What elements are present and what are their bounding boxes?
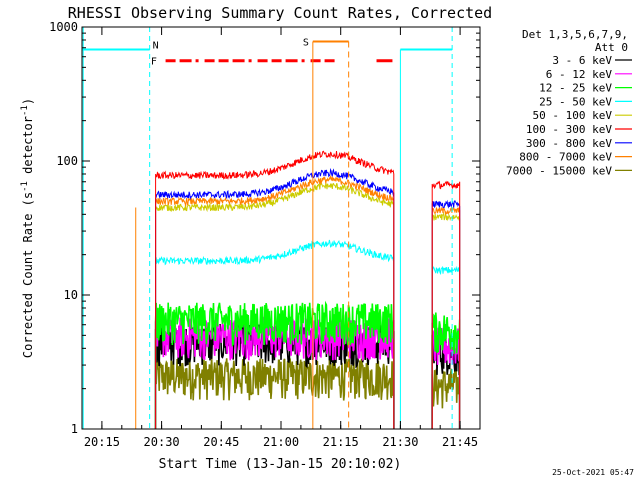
series-path [155,150,395,429]
legend-header: Det 1,3,5,6,7,9, [522,28,628,41]
x-tick-label: 21:45 [442,435,478,449]
x-tick-label: 20:30 [144,435,180,449]
series-path [155,182,395,429]
chart-title: RHESSI Observing Summary Count Rates, Co… [68,4,492,22]
series-line [154,300,461,429]
y-tick-label: 1000 [49,20,78,34]
y-tick-label: 100 [56,154,78,168]
series-line [155,174,461,429]
flare-flag-label: F [151,57,157,68]
series-path [154,300,395,429]
series-line [154,358,461,429]
y-axis-ticks: 1 10 100 1000 [49,20,480,436]
saa-flag-label: S [303,37,309,48]
legend-label: 6 - 12 keV [546,68,613,81]
x-tick-label: 20:45 [203,435,239,449]
series-line [155,167,461,429]
x-tick-label: 21:30 [382,435,418,449]
series-path [431,367,461,429]
y-axis-label-mid: detector [21,116,35,181]
series-path [154,358,395,429]
y-axis-label-exp2: -1 [20,105,30,116]
x-axis-label: Start Time (13-Jan-15 20:10:02) [159,457,402,472]
legend-label: 300 - 800 keV [526,137,612,150]
x-tick-label: 21:15 [323,435,359,449]
footer-timestamp: 25-Oct-2021 05:47 [552,468,634,477]
svg-text:Corrected Count Rate (s-1 dete: Corrected Count Rate (s-1 detector-1) [20,98,35,358]
legend-label: 800 - 7000 keV [519,151,612,164]
series-line [155,182,461,429]
y-tick-label: 1 [71,422,78,436]
x-axis-ticks: 20:15 20:30 20:45 21:00 21:15 21:30 21:45 [81,27,481,449]
x-tick-label: 21:00 [263,435,299,449]
series-path [431,206,461,429]
x-tick-label: 20:15 [84,435,120,449]
y-axis-label-exp1: -1 [20,181,30,192]
legend-label: 50 - 100 keV [533,109,613,122]
series-path [431,199,461,429]
y-axis-label: Corrected Count Rate (s-1 detector-1) [20,98,35,358]
series-path [431,211,461,429]
series-path [431,265,461,429]
legend-label: 7000 - 15000 keV [506,164,612,177]
series-path [155,174,395,429]
y-tick-label: 10 [64,288,78,302]
series-line [155,239,461,429]
y-axis-label-end: ) [21,98,35,105]
legend-header: Att 0 [595,41,628,54]
y-axis-label-main: Corrected Count Rate (s [21,192,35,358]
series-line [155,150,461,429]
legend-label: 100 - 300 keV [526,123,612,136]
series-path [431,312,461,429]
night-flag-label: N [153,40,159,51]
legend-label: 3 - 6 keV [552,54,612,67]
series-path [155,167,395,429]
plot-area: NF S [82,27,461,429]
legend-label: 12 - 25 keV [539,82,612,95]
series-path [431,180,461,429]
series-path [155,239,395,429]
legend-label: 25 - 50 keV [539,95,612,108]
